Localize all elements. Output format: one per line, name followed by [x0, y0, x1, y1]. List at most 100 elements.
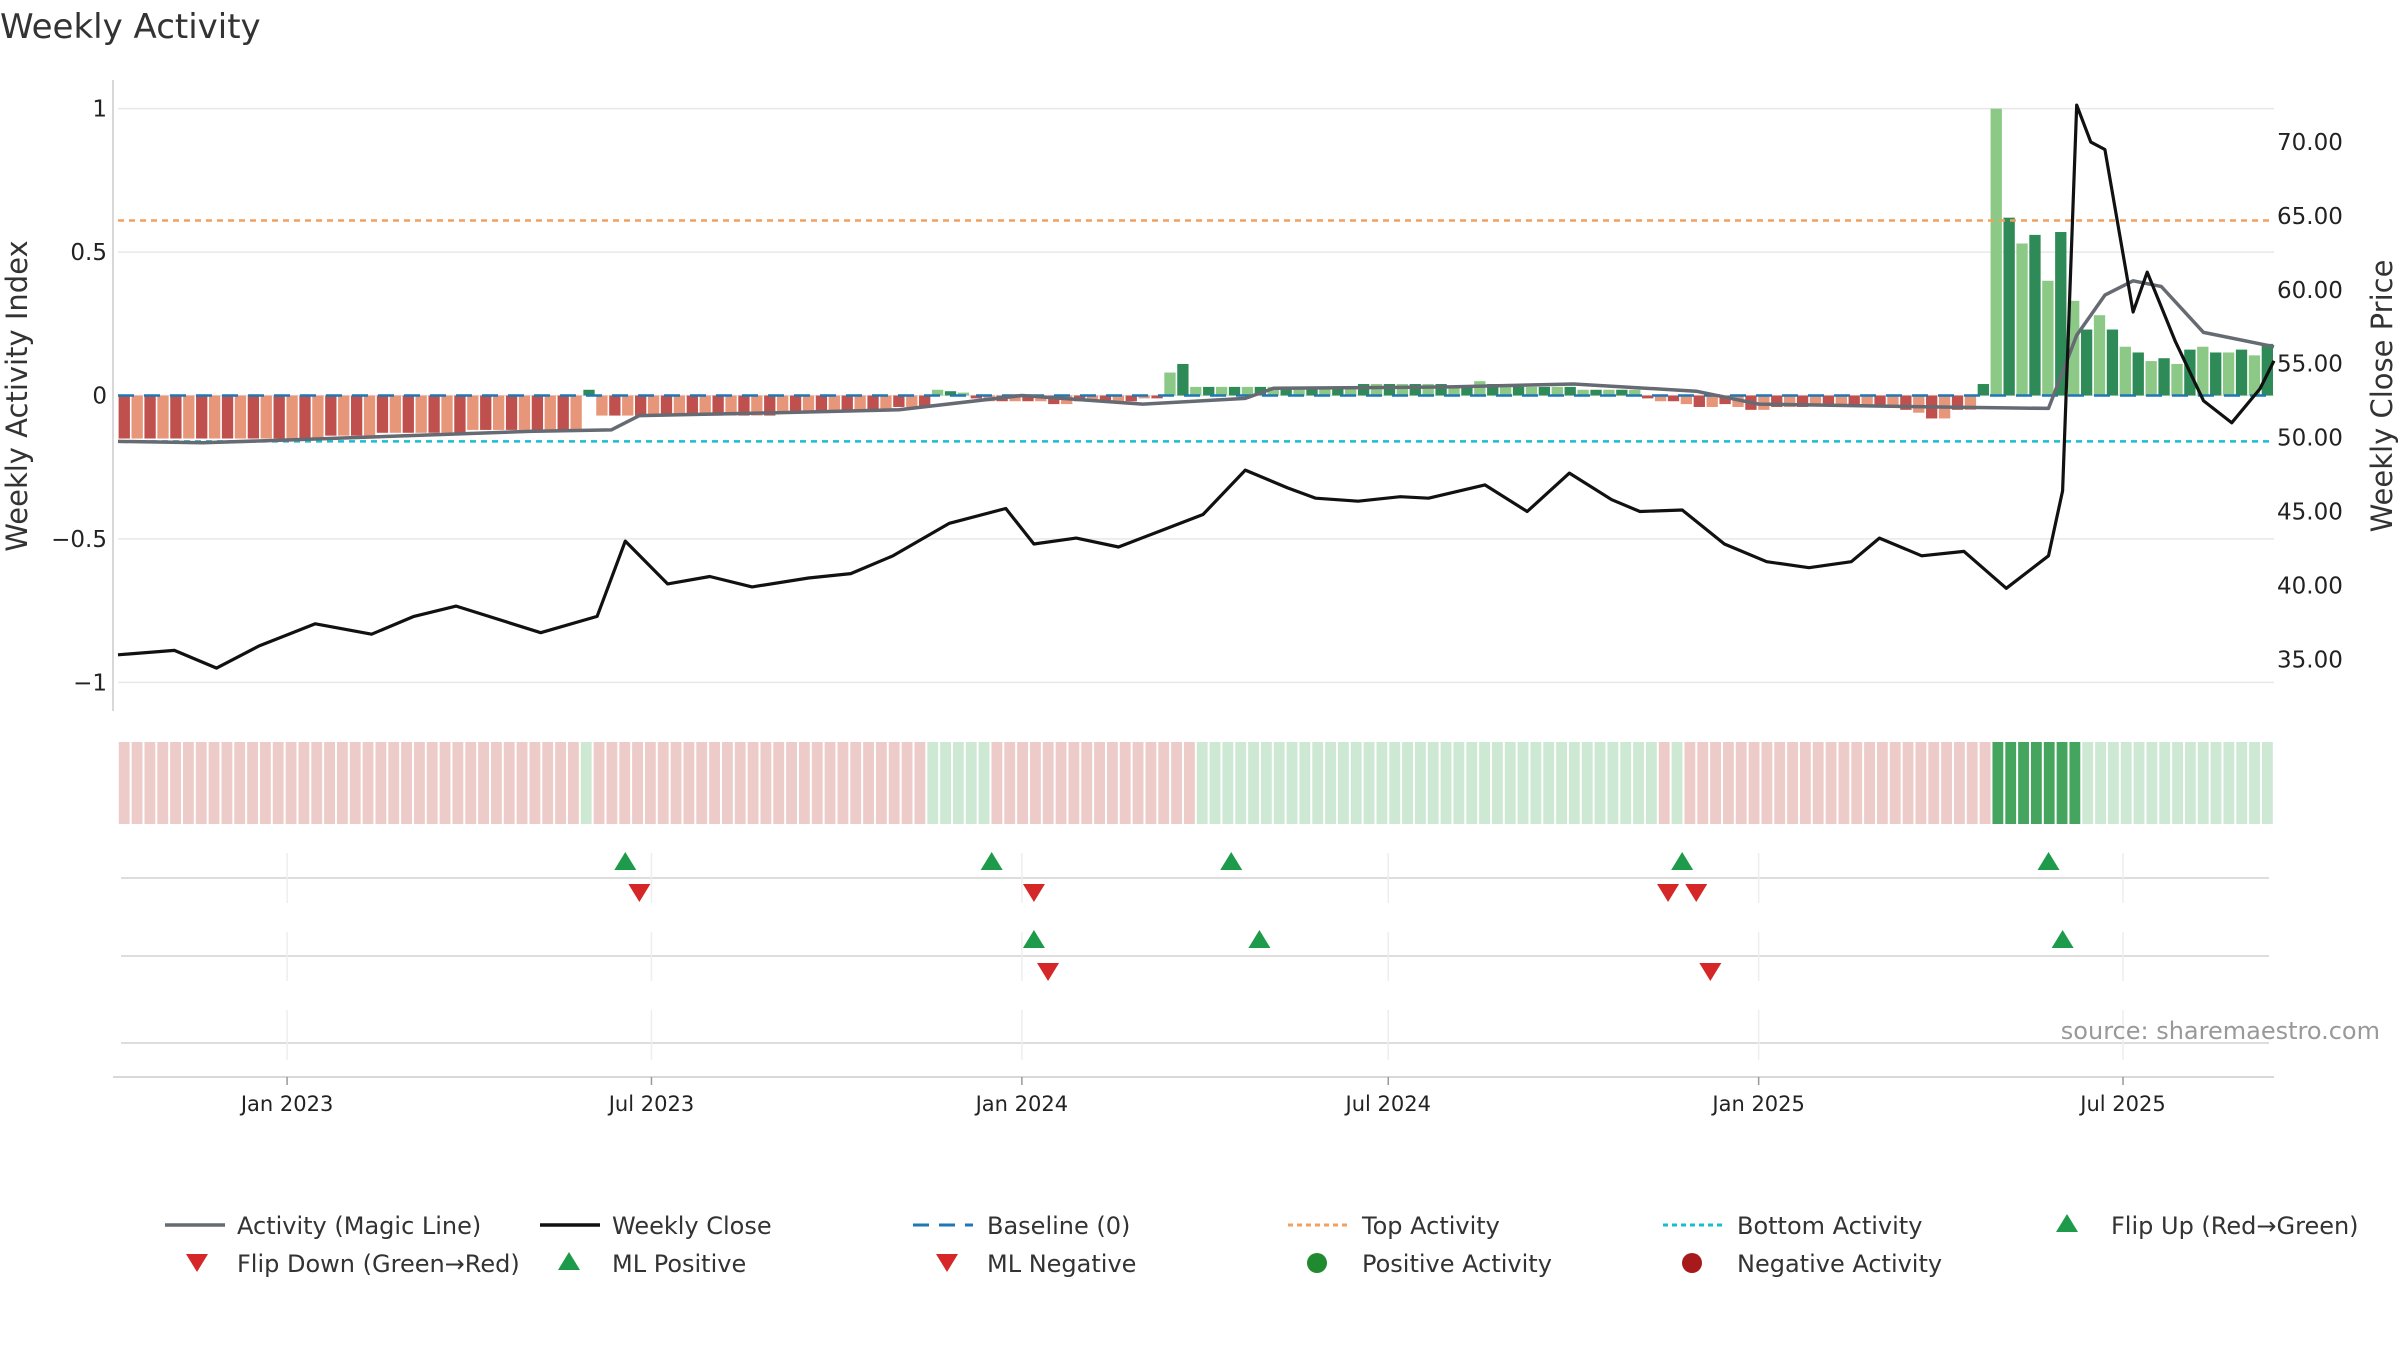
legend-label: ML Positive	[612, 1250, 746, 1278]
activity-bar	[2132, 352, 2144, 396]
strip-cell	[1260, 742, 1272, 824]
strip-cell	[2095, 742, 2106, 824]
activity-bar	[815, 395, 828, 413]
activity-bar	[1809, 395, 1822, 405]
activity-bar	[1913, 395, 1925, 413]
strip-cell	[1042, 742, 1054, 824]
activity-bar	[1616, 389, 1628, 396]
activity-bar	[1048, 395, 1060, 405]
activity-bar	[2068, 300, 2080, 396]
activity-bar	[1796, 395, 1809, 407]
activity-bar	[350, 395, 363, 436]
activity-bar	[196, 395, 208, 439]
activity-bar	[1835, 395, 1847, 405]
activity-bar	[2235, 349, 2248, 396]
strip-cell	[593, 742, 605, 824]
strip-cell	[542, 742, 554, 824]
strip-cell	[567, 742, 579, 824]
activity-bar	[1822, 395, 1835, 405]
date-tick-label: Jan 2023	[239, 1092, 334, 1116]
right-tick-label: 45.00	[2277, 500, 2343, 526]
activity-bar	[635, 395, 647, 416]
activity-bar	[402, 395, 414, 433]
strip-cell	[837, 742, 849, 824]
activity-bar	[363, 395, 376, 436]
strip-cell	[670, 742, 682, 824]
strip-cell	[683, 742, 695, 824]
strip-cell	[1453, 742, 1465, 824]
ml-positive-marker	[1248, 930, 1271, 948]
activity-bar	[389, 395, 402, 433]
strip-cell	[1748, 742, 1760, 824]
strip-cell	[1658, 742, 1670, 824]
date-tick-label: Jul 2024	[1344, 1092, 1431, 1116]
strip-cell	[1389, 742, 1401, 824]
activity-bar	[1551, 386, 1563, 396]
strip-cell	[927, 742, 939, 824]
strip-cell	[1209, 742, 1221, 824]
strip-cell	[1440, 742, 1452, 824]
strip-cell	[439, 742, 451, 824]
activity-bar	[1667, 395, 1680, 402]
activity-bar	[880, 395, 892, 410]
legend-label: Baseline (0)	[987, 1212, 1130, 1240]
activity-bar	[1629, 389, 1641, 396]
strip-cell	[2120, 742, 2132, 824]
activity-bar	[828, 395, 840, 413]
activity-bar	[299, 395, 311, 439]
strip-cell	[1132, 742, 1144, 824]
strip-cell	[388, 742, 400, 824]
activity-bar	[144, 395, 156, 439]
activity-bar	[622, 395, 634, 416]
strip-cell	[426, 742, 438, 824]
strip-cell	[696, 742, 708, 824]
activity-bar	[1964, 395, 1977, 410]
activity-bar	[1564, 386, 1576, 396]
left-tick-label: 0	[92, 384, 107, 410]
strip-cell	[2056, 742, 2068, 824]
strip-cell	[324, 742, 335, 824]
strip-cell	[1876, 742, 1888, 824]
legend-label: Flip Down (Green→Red)	[237, 1250, 520, 1278]
right-axis-ticks: 70.00 65.00 60.00 55.00 50.00 45.00 40.00 35.00	[2277, 130, 2343, 673]
strip-cell	[1620, 742, 1632, 824]
activity-bar	[1642, 395, 1654, 399]
legend-swatch	[186, 1254, 208, 1272]
activity-bar	[802, 395, 815, 413]
strip-cell	[952, 742, 964, 824]
strip-cell	[1889, 742, 1901, 824]
activity-bar	[1383, 384, 1396, 396]
strip-cell	[311, 742, 323, 824]
strip-cell	[1337, 742, 1349, 824]
right-tick-label: 70.00	[2277, 130, 2343, 156]
ml-negative-marker	[1037, 963, 1060, 981]
left-axis-label: Weekly Activity Index	[0, 240, 34, 551]
activity-bar	[1706, 395, 1718, 407]
activity-bar	[1590, 389, 1602, 396]
strip-cell	[1491, 742, 1503, 824]
legend-label: Weekly Close	[612, 1212, 772, 1240]
strip-cell	[1710, 742, 1721, 824]
strip-cell	[1235, 742, 1247, 824]
strip-cell	[709, 742, 720, 824]
strip-cell	[2030, 742, 2042, 824]
weekly-close-series	[117, 103, 2276, 670]
activity-bar	[841, 395, 853, 410]
ml-positive-marker	[2051, 930, 2074, 948]
activity-bar	[247, 395, 260, 439]
activity-bar	[1448, 386, 1460, 396]
activity-bar	[1422, 384, 1434, 396]
strip-cell	[1812, 742, 1824, 824]
strip-cell	[247, 742, 258, 824]
activity-bar	[2197, 346, 2209, 396]
activity-bar	[118, 395, 130, 439]
activity-bar	[1693, 395, 1705, 407]
activity-bar	[1099, 395, 1112, 402]
strip-cell	[1414, 742, 1426, 824]
activity-bar	[376, 395, 389, 433]
activity-bar	[2261, 343, 2273, 396]
strip-cell	[2249, 742, 2260, 824]
flip-down-marker	[1657, 884, 1680, 902]
activity-bar	[1435, 384, 1447, 396]
right-tick-label: 60.00	[2277, 278, 2343, 304]
